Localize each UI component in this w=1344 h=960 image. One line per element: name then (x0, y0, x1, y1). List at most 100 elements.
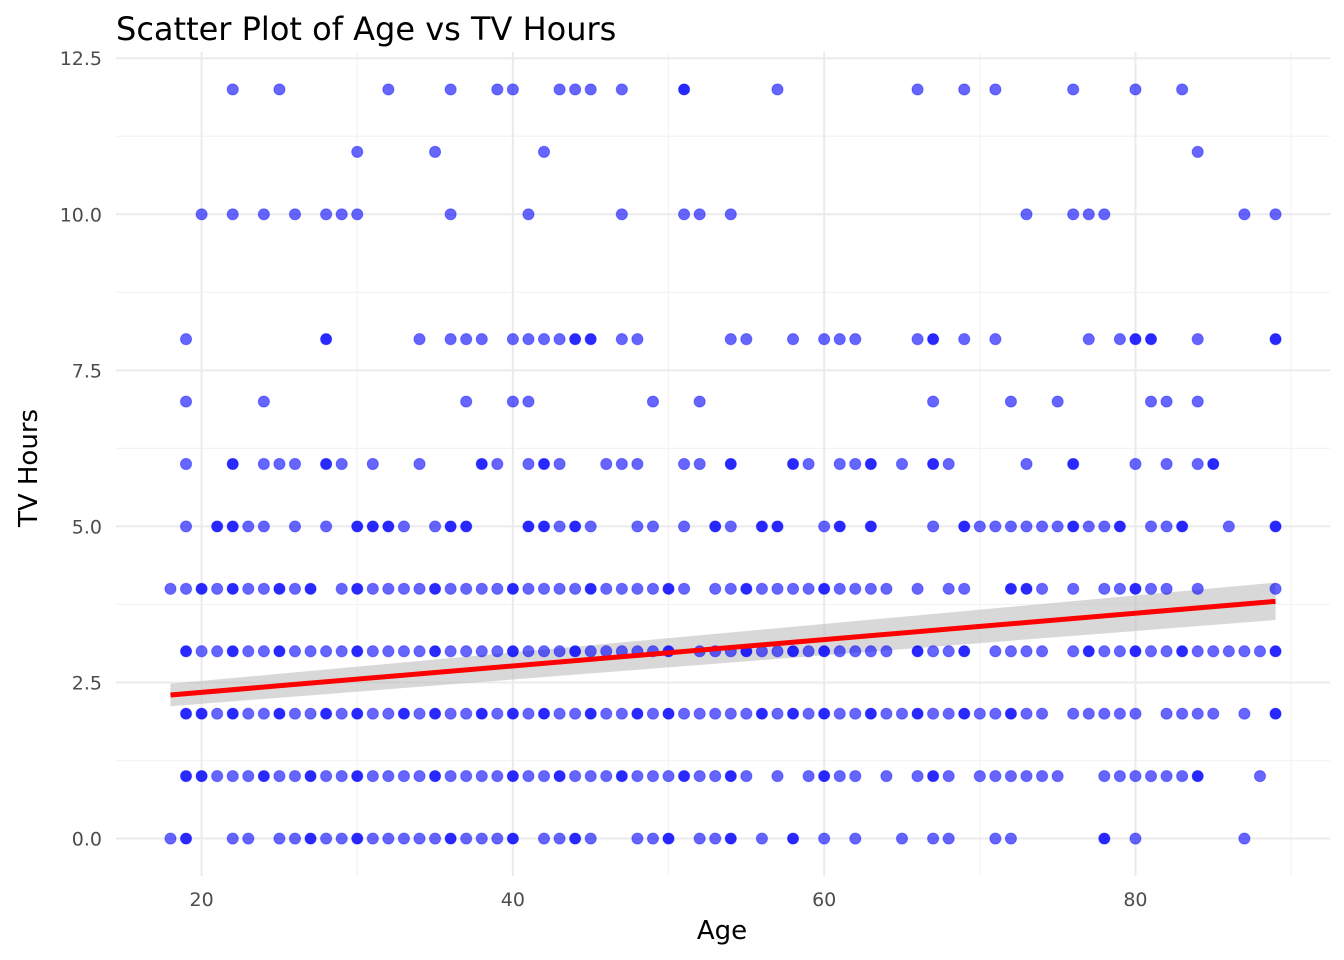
data-point (724, 707, 737, 720)
data-point (1098, 582, 1111, 595)
data-point (631, 770, 644, 783)
data-point (475, 333, 488, 346)
data-point (1191, 395, 1204, 408)
data-point (1160, 520, 1173, 533)
data-point (273, 457, 286, 471)
data-point (958, 83, 971, 96)
data-point (973, 520, 986, 533)
data-point-overlap (351, 832, 363, 845)
data-point (584, 520, 597, 533)
chart-title: Scatter Plot of Age vs TV Hours (116, 10, 616, 48)
data-point (382, 707, 395, 720)
data-point (724, 208, 737, 221)
data-point-overlap (522, 520, 535, 533)
data-point (1113, 645, 1126, 658)
data-point (382, 582, 395, 595)
data-point-overlap (662, 832, 675, 845)
data-point (553, 333, 566, 346)
data-point (849, 457, 862, 471)
data-point (646, 707, 660, 720)
data-point (1144, 645, 1158, 658)
data-point-overlap (958, 645, 970, 657)
data-point (927, 395, 940, 408)
data-point (413, 333, 426, 346)
data-point (444, 208, 457, 221)
data-point (1035, 520, 1049, 533)
data-point-overlap (569, 520, 581, 533)
data-point (1067, 83, 1080, 96)
data-point (1191, 457, 1204, 471)
data-point (646, 832, 660, 845)
data-point-overlap (1207, 458, 1219, 470)
data-point (273, 770, 286, 783)
data-point (444, 770, 457, 783)
data-point (646, 582, 660, 595)
data-point (475, 645, 488, 658)
data-point-overlap (273, 645, 286, 657)
data-point-overlap (865, 458, 877, 470)
data-point (569, 83, 582, 96)
data-point (537, 770, 551, 783)
data-point (771, 645, 784, 658)
data-point (740, 707, 753, 720)
data-point (522, 707, 535, 720)
data-point (242, 707, 255, 720)
data-point (833, 333, 846, 346)
data-point (942, 770, 955, 783)
data-point (600, 707, 613, 720)
data-point (553, 520, 566, 533)
data-point (833, 457, 846, 471)
x-tick-label: 20 (190, 889, 214, 911)
data-point (1082, 707, 1095, 720)
data-point (1035, 770, 1049, 783)
data-points (164, 83, 1282, 845)
data-point (320, 832, 333, 845)
data-point (942, 457, 955, 471)
data-point-overlap (273, 583, 286, 595)
data-point (537, 333, 551, 346)
data-point (833, 770, 846, 783)
data-point (1004, 832, 1018, 845)
x-tick-label: 60 (812, 889, 836, 911)
data-point (849, 770, 862, 783)
data-point (444, 83, 457, 96)
data-point (942, 707, 955, 720)
data-point (522, 582, 535, 595)
data-point (460, 395, 473, 408)
data-point (927, 707, 940, 720)
data-point (522, 770, 535, 783)
data-point (366, 770, 379, 783)
data-point-overlap (507, 770, 519, 782)
data-point (475, 770, 488, 783)
data-point-overlap (756, 520, 768, 533)
data-point (397, 832, 411, 845)
y-tick-label: 2.5 (72, 672, 102, 694)
data-point (257, 582, 270, 595)
data-point-overlap (834, 520, 846, 533)
data-point (1082, 520, 1095, 533)
data-point (1160, 395, 1173, 408)
data-point (631, 582, 644, 595)
data-point (211, 645, 224, 658)
data-point (460, 333, 473, 346)
data-point (677, 457, 691, 471)
data-point-overlap (382, 520, 394, 533)
data-point (740, 333, 753, 346)
data-point (1067, 208, 1080, 221)
data-point (989, 520, 1002, 533)
data-point-overlap (1067, 458, 1079, 470)
data-point-overlap (616, 770, 628, 782)
data-point-overlap (227, 645, 239, 657)
data-point (537, 582, 551, 595)
data-point (537, 145, 551, 158)
data-point-overlap (351, 583, 363, 595)
data-point-overlap (180, 770, 192, 782)
data-point-overlap (429, 770, 441, 782)
data-point-overlap (538, 708, 550, 720)
data-point (257, 208, 270, 221)
data-point (1191, 145, 1204, 158)
data-point (553, 457, 566, 471)
data-point (600, 582, 613, 595)
data-point (724, 520, 737, 533)
data-point (1020, 645, 1033, 658)
